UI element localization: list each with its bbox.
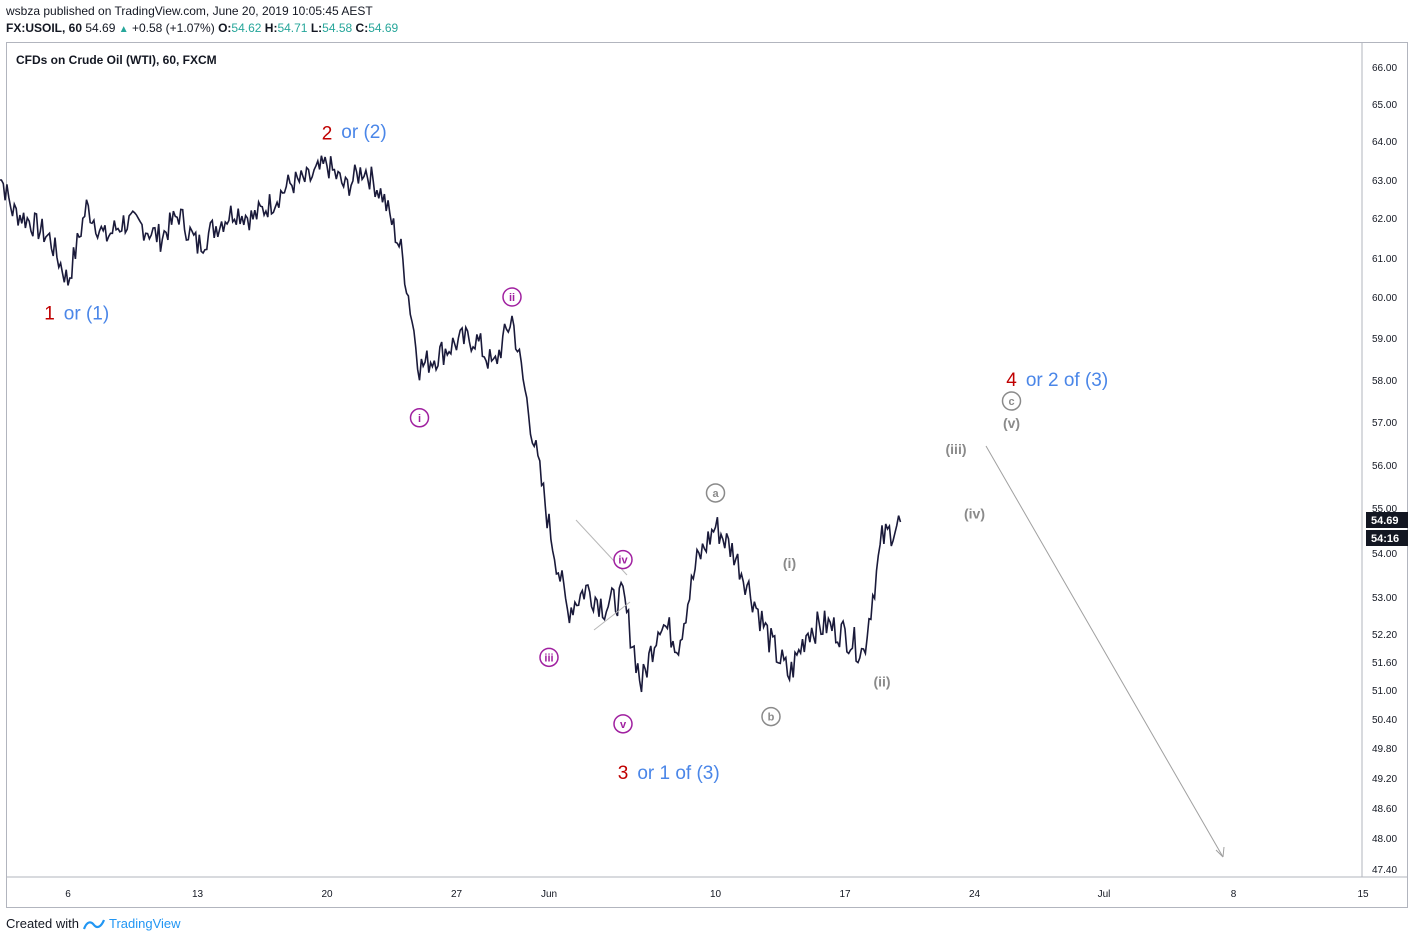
chart-frame[interactable] <box>6 42 1408 908</box>
price-series <box>0 155 902 693</box>
y-tick-label: 62.00 <box>1372 214 1397 225</box>
y-tick-label: 54.00 <box>1372 549 1397 560</box>
wave-label: (i) <box>783 555 796 571</box>
wave-label: (iv) <box>964 506 985 522</box>
chart-title: CFDs on Crude Oil (WTI), 60, FXCM <box>16 53 217 67</box>
x-axis-ticks: 6 13 20 27 Jun 10 17 24 Jul 8 15 <box>65 889 1369 900</box>
wave-label: 2 <box>322 124 333 145</box>
y-tick-label: 48.60 <box>1372 804 1397 815</box>
x-tick-label: Jul <box>1098 889 1111 900</box>
wave-circle-marker <box>409 408 430 428</box>
created-with-label: Created with <box>6 916 79 931</box>
wave-circle-marker <box>761 706 781 727</box>
y-tick-label: 53.00 <box>1372 593 1397 604</box>
x-tick-label: Jun <box>541 889 557 900</box>
up-arrow-icon: ▲ <box>118 24 129 35</box>
last-price: 54.69 <box>85 21 116 35</box>
y-tick-label: 63.00 <box>1372 176 1397 187</box>
y-tick-label: 51.60 <box>1372 658 1397 669</box>
price-change: +0.58 (+1.07%) <box>131 21 215 35</box>
y-tick-label: 60.00 <box>1372 293 1397 304</box>
ohlc-line: FX:USOIL, 60 54.69 ▲ +0.58 (+1.07%) O:54… <box>6 21 398 35</box>
price-series-line <box>0 155 902 693</box>
symbol: FX:USOIL, 60 <box>6 21 83 35</box>
x-tick-label: 8 <box>1231 889 1237 900</box>
countdown-tag: 54:16 <box>1371 533 1399 545</box>
y-tick-label: 47.40 <box>1372 865 1397 876</box>
wave-label: ii <box>509 292 515 304</box>
wave-label: 4 <box>1006 370 1017 391</box>
x-tick-label: 13 <box>192 889 204 900</box>
wave-label: c <box>1008 396 1014 408</box>
wave-label: i <box>418 413 421 425</box>
y-tick-label: 55.00 <box>1372 504 1397 515</box>
y-tick-label: 48.00 <box>1372 834 1397 845</box>
wave-circle-marker <box>539 647 559 668</box>
x-tick-label: 17 <box>839 889 851 900</box>
y-tick-label: 56.00 <box>1372 461 1397 472</box>
ohlc-values: O:54.62 H:54.71 L:54.58 C:54.69 <box>218 21 399 35</box>
y-tick-label: 49.20 <box>1372 774 1397 785</box>
y-tick-label: 59.00 <box>1372 334 1397 345</box>
y-tick-label: 51.00 <box>1372 686 1397 697</box>
wave-label: (v) <box>1003 415 1020 431</box>
wave-circle-marker <box>613 714 633 734</box>
price-tags: 54.69 54:16 <box>1366 512 1408 546</box>
x-tick-label: 10 <box>710 889 722 900</box>
wave-label: or 1 of (3) <box>637 763 719 784</box>
wave-label: (ii) <box>873 674 890 690</box>
y-tick-label: 57.00 <box>1372 418 1397 429</box>
wave-circle-marker <box>1001 391 1022 411</box>
x-tick-label: 15 <box>1357 889 1369 900</box>
x-tick-label: 24 <box>969 889 981 900</box>
wave-label: iii <box>544 652 553 664</box>
y-tick-label: 58.00 <box>1372 376 1397 387</box>
wave-label: 3 <box>618 763 629 784</box>
x-tick-label: 20 <box>321 889 333 900</box>
wave-label: v <box>620 719 627 731</box>
wave-circle-marker <box>502 287 522 307</box>
y-axis-ticks: 66.00 65.00 64.00 63.00 62.00 61.00 60.00 59.00… <box>1372 63 1397 876</box>
wave-label: 1 <box>44 303 55 324</box>
y-tick-label: 61.00 <box>1372 254 1397 265</box>
wave-label: (iii) <box>946 441 967 457</box>
tradingview-brand[interactable]: TradingView <box>108 916 181 931</box>
tradingview-logo-icon <box>82 919 105 929</box>
wave-label: or (2) <box>341 122 386 143</box>
wave-label: or 2 of (3) <box>1026 370 1108 391</box>
last-price-tag: 54.69 <box>1371 515 1399 527</box>
forecast-arrow <box>985 445 1225 858</box>
y-tick-label: 64.00 <box>1372 137 1397 148</box>
wave-circle-marker <box>613 549 633 570</box>
wave-label: iv <box>618 555 628 567</box>
publisher-line: wsbza published on TradingView.com, June… <box>6 4 373 18</box>
footer: Created with TradingView <box>6 916 181 931</box>
y-tick-label: 65.00 <box>1372 100 1397 111</box>
wave-circle-marker <box>705 483 726 503</box>
y-tick-label: 49.80 <box>1372 744 1397 755</box>
x-tick-label: 6 <box>65 889 71 900</box>
wave-label: or (1) <box>64 303 109 324</box>
y-tick-label: 52.20 <box>1372 630 1397 641</box>
y-tick-label: 66.00 <box>1372 63 1397 74</box>
wave-label: b <box>768 712 775 724</box>
wave-label: a <box>712 488 719 500</box>
y-tick-label: 50.40 <box>1372 715 1397 726</box>
x-tick-label: 27 <box>451 889 463 900</box>
